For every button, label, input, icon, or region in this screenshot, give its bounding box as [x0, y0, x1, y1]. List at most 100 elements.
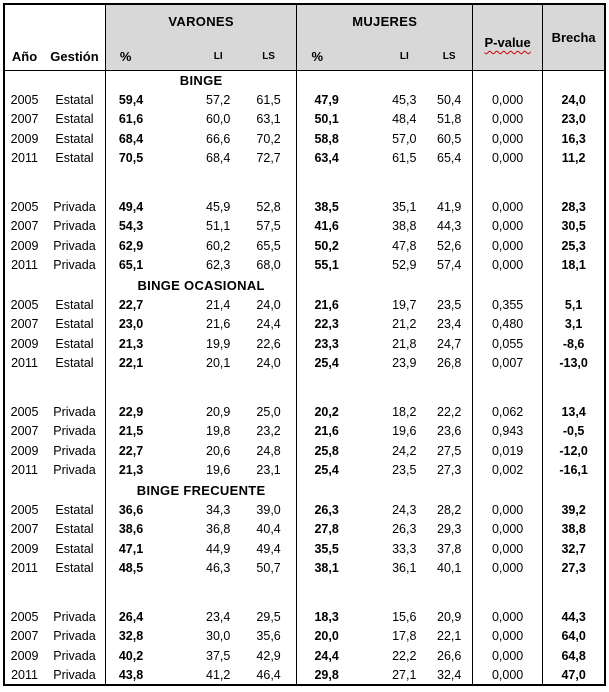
spacer-row	[4, 168, 605, 197]
table-row: 2009 Privada 22,7 20,6 24,8 25,8 24,2 27,5 0,019…	[4, 441, 605, 461]
brecha-spacer-cell	[543, 373, 605, 402]
brecha-cell: 11,2	[561, 151, 586, 166]
p-value-cell: 0,000	[472, 197, 544, 217]
mujeres-li-cell: 23,9	[392, 356, 417, 371]
p-value-spacer-cell	[472, 168, 544, 197]
mujeres-ls-cell: 52,6	[426, 236, 474, 256]
table-body: BINGE 2005 Estatal 59,4 57,2 61,5 47,9 45,3 50,4…	[4, 70, 605, 685]
p-value-cell: 0,007	[472, 353, 544, 373]
brecha-cell: 39,2	[561, 502, 586, 517]
varones-ls-cell: 22,6	[240, 334, 298, 354]
brecha-cell: -12,0	[559, 443, 588, 458]
left-spacer-cell	[4, 168, 106, 197]
header-sub-row: Año Gestión % LI LS % LI LS	[4, 38, 605, 71]
table-row: 2007 Privada 21,5 19,8 23,2 21,6 19,6 23,6 0,943…	[4, 421, 605, 441]
varones-ls-cell: 42,9	[240, 646, 298, 666]
mujeres-li-cell: 19,6	[392, 424, 417, 439]
p-value-cell: 0,062	[472, 402, 544, 422]
table-row: 2009 Estatal 68,4 66,6 70,2 58,8 57,0 60,5 0,000…	[4, 129, 605, 149]
p-value-cell: 0,000	[472, 500, 544, 520]
brecha-spacer-cell	[543, 275, 605, 295]
brecha-spacer-cell	[543, 578, 605, 607]
mujeres-pct-cell: 55,1	[314, 258, 339, 273]
varones-pct-cell: 48,5	[118, 561, 144, 576]
brecha-cell: 30,5	[561, 219, 586, 234]
year-cell: 2009	[10, 238, 39, 253]
mujeres-pct-cell: 47,9	[314, 92, 339, 107]
brecha-spacer-cell	[543, 168, 605, 197]
varones-pct-cell: 54,3	[118, 219, 144, 234]
mujeres-ls-cell: 65,4	[426, 148, 474, 168]
p-value-cell: 0,000	[472, 607, 544, 627]
brecha-cell: 28,3	[561, 199, 586, 214]
p-value-cell: 0,943	[472, 421, 544, 441]
p-value-cell: 0,000	[472, 255, 544, 275]
varones-ls-cell: 72,7	[240, 148, 298, 168]
p-value-spacer-cell	[472, 373, 544, 402]
ano-header: Año	[4, 38, 45, 71]
varones-li-cell: 60,0	[206, 112, 231, 127]
varones-li-cell: 23,4	[206, 609, 231, 624]
p-value-spacer-cell	[472, 578, 544, 607]
table-row: 2007 Privada 54,3 51,1 57,5 41,6 38,8 44,3 0,000…	[4, 216, 605, 236]
p-value-cell: 0,355	[472, 295, 544, 315]
mujeres-pct-cell: 27,8	[314, 522, 339, 537]
year-cell: 2011	[11, 151, 38, 166]
mujeres-ls-cell: 60,5	[426, 129, 474, 149]
varones-pct-cell: 70,5	[118, 151, 144, 166]
p-value-cell: 0,000	[472, 558, 544, 578]
mujeres-spacer-cell	[296, 275, 473, 295]
mujeres-li-cell: 27,1	[392, 667, 417, 682]
mujeres-li-cell: 24,3	[392, 502, 417, 517]
mujeres-pct-cell: 22,3	[314, 317, 339, 332]
varones-ls-cell: 24,4	[240, 314, 298, 334]
mujeres-ls-cell: 24,7	[426, 334, 474, 354]
p-value-cell: 0,000	[472, 646, 544, 666]
mujeres-spacer-cell	[296, 373, 473, 402]
varones-li-cell: 60,2	[206, 238, 231, 253]
varones-li-cell: 37,5	[206, 648, 231, 663]
brecha-cell: 5,1	[564, 297, 583, 312]
table-row: 2009 Estatal 21,3 19,9 22,6 23,3 21,8 24,7 0,055…	[4, 334, 605, 354]
gestion-cell: Estatal	[44, 558, 106, 578]
mujeres-li-cell: 24,2	[392, 443, 417, 458]
varones-li-cell: 21,4	[206, 297, 231, 312]
left-spacer-cell	[4, 480, 106, 500]
section-row: BINGE	[4, 70, 605, 90]
brecha-cell: 3,1	[564, 317, 583, 332]
brecha-cell: 13,4	[561, 404, 586, 419]
p-value-cell: 0,000	[472, 236, 544, 256]
section-row: BINGE FRECUENTE	[4, 480, 605, 500]
mujeres-ls-cell: 57,4	[426, 255, 474, 275]
varones-ls-cell: 25,0	[240, 402, 298, 422]
brecha-spacer-cell	[543, 480, 605, 500]
varones-pct-cell: 22,7	[118, 297, 144, 312]
brecha-header: Brecha	[542, 4, 605, 71]
mujeres-li-cell: 48,4	[392, 112, 417, 127]
mujeres-pct-header: %	[296, 38, 383, 71]
mujeres-li-header: LI	[382, 38, 427, 71]
mujeres-pct-cell: 41,6	[314, 219, 339, 234]
gestion-cell: Privada	[44, 460, 106, 480]
mujeres-pct-cell: 26,3	[314, 502, 339, 517]
varones-ls-cell: 63,1	[240, 109, 298, 129]
varones-li-cell: 20,9	[206, 404, 231, 419]
gestion-cell: Privada	[44, 607, 106, 627]
p-value-cell: 0,055	[472, 334, 544, 354]
varones-pct-cell: 49,4	[118, 199, 144, 214]
brecha-cell: 16,3	[561, 131, 586, 146]
mujeres-pct-cell: 23,3	[314, 336, 339, 351]
year-cell: 2011	[11, 667, 38, 682]
p-value-cell: 0,000	[472, 216, 544, 236]
varones-ls-cell: 24,8	[240, 441, 298, 461]
gestion-cell: Estatal	[44, 334, 106, 354]
brecha-cell: 32,7	[561, 541, 586, 556]
varones-ls-cell: 24,0	[240, 353, 298, 373]
p-value-cell: 0,000	[472, 148, 544, 168]
mujeres-ls-cell: 32,4	[426, 665, 474, 685]
gestion-cell: Privada	[44, 236, 106, 256]
gestion-cell: Estatal	[44, 353, 106, 373]
mujeres-spacer-cell	[296, 70, 473, 90]
corner-cell	[4, 4, 106, 38]
mujeres-ls-cell: 23,6	[426, 421, 474, 441]
